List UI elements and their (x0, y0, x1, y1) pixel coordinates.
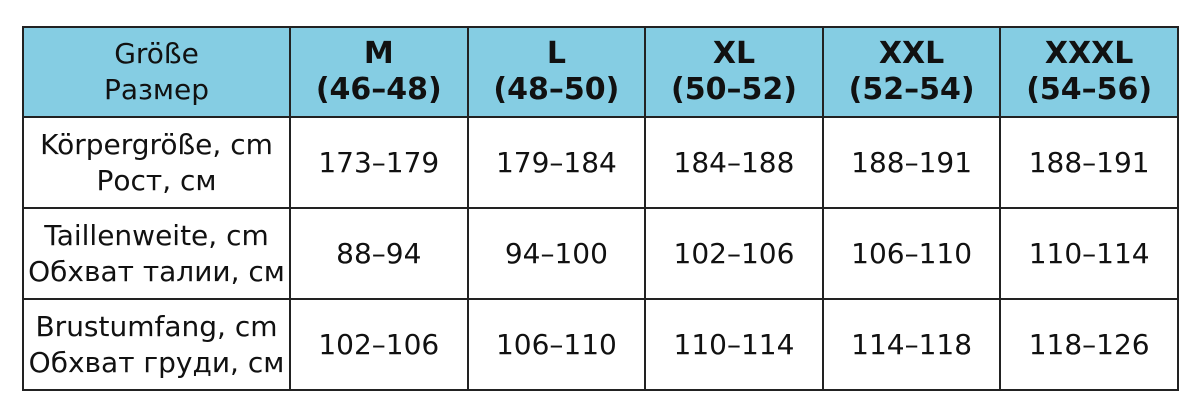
table-cell: 106–110 (821, 207, 1002, 300)
table-cell: 102–106 (289, 298, 469, 391)
table-cell: 102–106 (644, 207, 824, 300)
size-range: (46–48) (315, 72, 442, 107)
row-label: Taillenweite, cm Обхват талии, см (22, 207, 291, 300)
row-label-ru: Обхват талии, см (28, 254, 285, 288)
row-label-de: Körpergröße, cm (40, 127, 273, 161)
row-label: Körpergröße, cm Рост, см (22, 116, 291, 209)
table-cell: 106–110 (466, 298, 647, 391)
row-label-ru: Обхват груди, см (28, 345, 285, 379)
header-label-de: Größe (114, 37, 199, 70)
size-range: (54–56) (1026, 72, 1153, 107)
header-size-l: L (48–50) (466, 26, 647, 118)
size-name: M (363, 36, 394, 71)
table-cell: 188–191 (821, 116, 1002, 209)
header-size-xxxl: XXXL (54–56) (999, 26, 1179, 118)
table-cell: 179–184 (466, 116, 647, 209)
table-cell: 88–94 (289, 207, 469, 300)
size-range: (52–54) (848, 72, 975, 107)
table-row-chest: Brustumfang, cm Обхват груди, см 102–106 … (22, 298, 1179, 391)
table-cell: 94–100 (466, 207, 647, 300)
row-label-de: Taillenweite, cm (44, 218, 269, 252)
header-label-ru: Размер (103, 73, 210, 106)
size-name: XXL (878, 36, 945, 71)
row-label-de: Brustumfang, cm (35, 309, 278, 343)
header-row: Größe Размер M (46–48) L (48–50) XL (50–52)… (22, 26, 1179, 118)
size-name: XL (712, 36, 756, 71)
size-range: (50–52) (671, 72, 797, 107)
size-chart-table: Größe Размер M (46–48) L (48–50) XL (50–52)… (22, 26, 1179, 391)
table-cell: 114–118 (821, 298, 1002, 391)
row-label: Brustumfang, cm Обхват груди, см (22, 298, 291, 391)
header-label-cell: Größe Размер (22, 26, 291, 118)
table-cell: 173–179 (289, 116, 469, 209)
row-label-ru: Рост, см (96, 163, 217, 197)
header-size-xl: XL (50–52) (644, 26, 824, 118)
table-cell: 110–114 (644, 298, 824, 391)
table-cell: 110–114 (999, 207, 1179, 300)
header-size-m: M (46–48) (289, 26, 469, 118)
table-cell: 184–188 (644, 116, 824, 209)
size-range: (48–50) (493, 72, 620, 107)
table-cell: 188–191 (999, 116, 1179, 209)
table-row-height: Körpergröße, cm Рост, см 173–179 179–184 … (22, 116, 1179, 209)
table-cell: 118–126 (999, 298, 1179, 391)
size-name: L (546, 36, 566, 71)
size-name: XXXL (1044, 36, 1134, 71)
header-size-xxl: XXL (52–54) (821, 26, 1002, 118)
table-row-waist: Taillenweite, cm Обхват талии, см 88–94 9… (22, 207, 1179, 300)
